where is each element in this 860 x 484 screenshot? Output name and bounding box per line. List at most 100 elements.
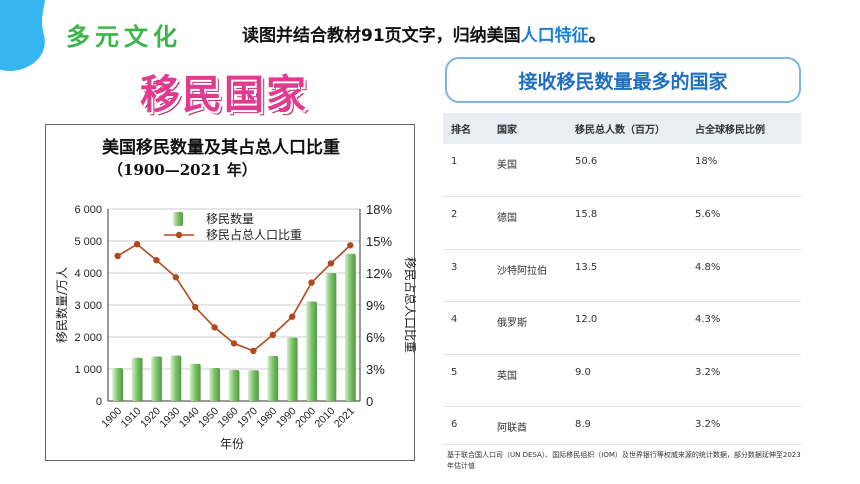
- y-tick-left: 5 000: [74, 236, 102, 248]
- line-point: [192, 303, 199, 311]
- cell-share: 3.2%: [695, 366, 721, 378]
- x-tick-label: 1960: [216, 405, 241, 430]
- y-tick-left: 0: [96, 396, 102, 408]
- cell-share: 5.6%: [695, 209, 721, 220]
- bar: [306, 301, 317, 401]
- line-point: [114, 252, 121, 260]
- y-tick-left: 6 000: [74, 204, 102, 216]
- cell-rank: 5: [451, 366, 458, 378]
- cell-rank: 6: [451, 419, 458, 430]
- cell-total: 8.9: [575, 419, 591, 430]
- x-tick-label: 2010: [312, 405, 337, 430]
- instruction-text: 读图并结合教材91页文字，归纳美国人口特征。: [242, 21, 606, 46]
- x-tick-label: 1920: [138, 405, 163, 430]
- legend-line-label: 移民占总人口比重: [206, 227, 302, 242]
- x-tick-label: 1930: [157, 405, 182, 430]
- legend-bar-swatch: [173, 212, 183, 226]
- x-tick-label: 1910: [119, 405, 144, 430]
- y-axis-title-right: 移民占总人口比重: [403, 257, 416, 353]
- bar: [112, 368, 124, 401]
- y-tick-right: 9%: [366, 298, 385, 313]
- line-point: [230, 340, 238, 347]
- line-point: [211, 324, 218, 331]
- table-row: 3 沙特阿拉伯 13.5 4.8%: [443, 249, 801, 302]
- instruction-suffix: 。: [588, 26, 606, 46]
- cell-country: 俄罗斯: [497, 318, 527, 329]
- line-point: [347, 242, 354, 249]
- x-tick-label: 2000: [293, 405, 318, 430]
- line-point: [153, 257, 160, 264]
- x-tick-label: 1980: [254, 405, 279, 430]
- cell-total: 50.6: [575, 156, 598, 167]
- table-row: 4 俄罗斯 12.0 4.3%: [443, 302, 801, 354]
- header-share: 占全球移民比例: [695, 125, 765, 136]
- chart-subtitle: （1900—2021 年）: [108, 161, 257, 179]
- cell-total: 9.0: [575, 366, 591, 378]
- x-tick-label: 1990: [274, 405, 299, 430]
- line-point: [172, 274, 180, 281]
- table-row: 1 美国 50.6 18%: [443, 144, 801, 197]
- source-note: 基于联合国人口司（UN DESA）、国际移民组织（IOM）及世界银行等权威来源的…: [447, 451, 801, 470]
- y-tick-right: 6%: [366, 330, 385, 345]
- legend-line-marker: [175, 231, 183, 239]
- y-tick-right: 18%: [366, 202, 392, 217]
- cell-country: 沙特阿拉伯: [497, 265, 547, 277]
- bar: [209, 368, 221, 401]
- cell-rank: 4: [451, 314, 458, 325]
- line-point: [308, 279, 315, 286]
- bar: [189, 363, 201, 401]
- line-point: [133, 241, 141, 248]
- cell-country: 美国: [497, 160, 517, 171]
- x-tick-label: 1950: [196, 405, 221, 430]
- decorative-blob: [0, 0, 46, 71]
- instruction-prefix: 读图并结合教材91页文字，归纳美国: [242, 26, 521, 46]
- instruction-highlight: 人口特征: [520, 26, 589, 46]
- cell-share: 4.8%: [695, 261, 721, 273]
- y-axis-title-left: 移民数量/万人: [54, 267, 69, 343]
- bar: [151, 356, 162, 401]
- cell-rank: 1: [451, 156, 458, 167]
- cell-total: 13.5: [575, 261, 598, 273]
- x-tick-label: 1940: [177, 405, 202, 430]
- y-tick-right: 15%: [366, 234, 392, 249]
- bar: [325, 273, 337, 401]
- bar: [170, 355, 182, 401]
- cell-share: 3.2%: [695, 419, 721, 430]
- big-title: 移民国家: [140, 71, 308, 118]
- y-tick-right: 3%: [366, 362, 385, 377]
- x-axis-title: 年份: [220, 437, 244, 451]
- y-tick-right: 0: [366, 394, 373, 409]
- cell-country: 德国: [497, 213, 517, 224]
- section-title: 多元文化: [66, 23, 182, 51]
- y-tick-left: 3 000: [74, 300, 102, 312]
- line-point: [288, 313, 296, 320]
- y-tick-left: 1 000: [74, 364, 102, 376]
- cell-total: 12.0: [575, 314, 598, 325]
- y-tick-left: 4 000: [74, 268, 102, 280]
- cell-share: 18%: [695, 156, 718, 167]
- cell-share: 4.3%: [695, 314, 721, 325]
- line-point: [269, 331, 276, 339]
- bar: [267, 355, 279, 401]
- chart-plot: 0 1 000 2 000 3 000 4 000 5 000 6 000 0 3% 6% 9% 12…: [54, 202, 416, 451]
- cell-country: 阿联酋: [497, 423, 527, 434]
- bar: [131, 357, 143, 401]
- chart-title: 美国移民数量及其占总人口比重: [102, 138, 340, 158]
- x-tick-label: 1900: [99, 405, 124, 430]
- x-tick-label: 2021: [332, 405, 357, 430]
- table-header-row: 排名 国家 移民总人数（百万） 占全球移民比例: [443, 113, 801, 144]
- cell-rank: 3: [451, 261, 458, 273]
- cell-total: 15.8: [575, 209, 598, 220]
- line-point: [250, 347, 257, 355]
- bar: [228, 369, 240, 401]
- header-rank: 排名: [451, 125, 471, 136]
- legend-bar-label: 移民数量: [206, 211, 254, 226]
- bar: [344, 253, 356, 401]
- x-tick-label: 1970: [235, 405, 260, 430]
- y-tick-right: 12%: [366, 266, 392, 281]
- table-row: 2 德国 15.8 5.6%: [443, 197, 801, 249]
- header-total: 移民总人数（百万）: [575, 125, 665, 136]
- pill-title: 接收移民数量最多的国家: [445, 57, 801, 103]
- cell-rank: 2: [451, 209, 458, 220]
- cell-country: 英国: [497, 370, 517, 382]
